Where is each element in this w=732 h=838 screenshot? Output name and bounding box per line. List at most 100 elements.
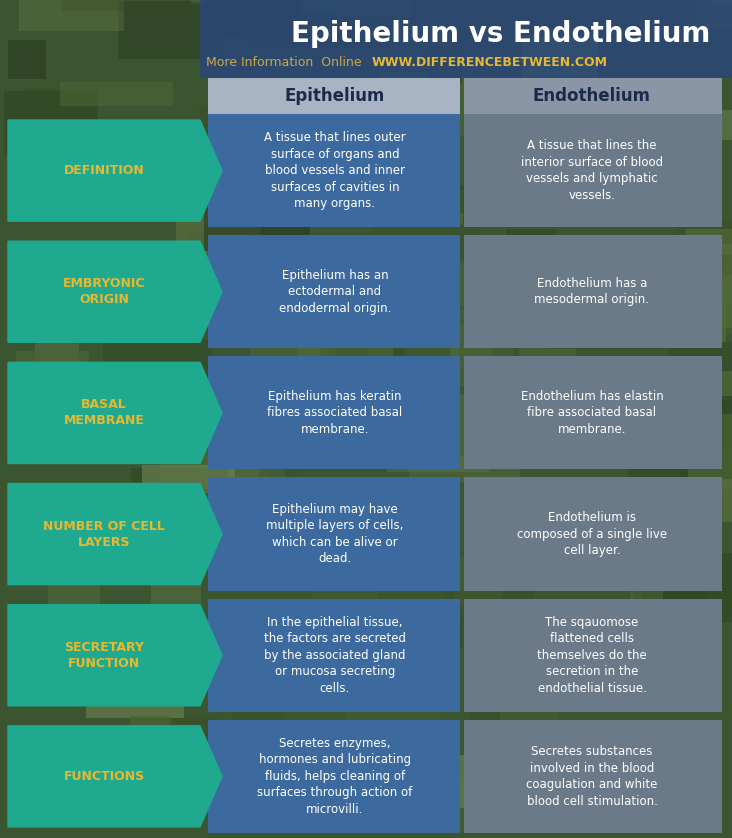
Text: SECRETARY
FUNCTION: SECRETARY FUNCTION	[64, 641, 144, 670]
FancyBboxPatch shape	[404, 323, 513, 368]
FancyBboxPatch shape	[60, 82, 173, 106]
FancyBboxPatch shape	[519, 329, 575, 375]
FancyBboxPatch shape	[653, 259, 732, 309]
FancyBboxPatch shape	[131, 468, 228, 531]
FancyBboxPatch shape	[208, 598, 460, 711]
FancyBboxPatch shape	[142, 465, 235, 494]
FancyBboxPatch shape	[274, 0, 370, 41]
FancyBboxPatch shape	[173, 718, 217, 753]
FancyBboxPatch shape	[296, 293, 393, 360]
Text: WWW.DIFFERENCEBETWEEN.COM: WWW.DIFFERENCEBETWEEN.COM	[372, 56, 608, 70]
FancyBboxPatch shape	[720, 386, 732, 447]
FancyBboxPatch shape	[408, 456, 520, 483]
FancyBboxPatch shape	[55, 661, 105, 699]
FancyBboxPatch shape	[344, 0, 410, 14]
FancyBboxPatch shape	[630, 590, 663, 628]
FancyBboxPatch shape	[195, 489, 248, 536]
FancyBboxPatch shape	[635, 244, 732, 305]
FancyBboxPatch shape	[198, 106, 261, 143]
FancyBboxPatch shape	[255, 364, 356, 407]
FancyBboxPatch shape	[634, 758, 666, 800]
FancyBboxPatch shape	[464, 356, 722, 469]
FancyBboxPatch shape	[4, 91, 97, 155]
FancyBboxPatch shape	[200, 0, 732, 78]
FancyBboxPatch shape	[354, 400, 391, 425]
Text: Epithelium has an
ectodermal and
endodermal origin.: Epithelium has an ectodermal and endoder…	[279, 269, 391, 315]
FancyBboxPatch shape	[522, 36, 598, 88]
FancyBboxPatch shape	[386, 394, 489, 473]
FancyBboxPatch shape	[710, 110, 732, 141]
Text: Epithelium has keratin
fibres associated basal
membrane.: Epithelium has keratin fibres associated…	[267, 390, 403, 436]
FancyBboxPatch shape	[227, 127, 318, 156]
FancyBboxPatch shape	[94, 535, 153, 561]
FancyBboxPatch shape	[464, 720, 722, 833]
FancyBboxPatch shape	[233, 701, 283, 746]
FancyBboxPatch shape	[695, 0, 732, 28]
Text: Endothelium has a
mesodermal origin.: Endothelium has a mesodermal origin.	[534, 277, 649, 307]
FancyBboxPatch shape	[160, 449, 269, 489]
FancyBboxPatch shape	[23, 254, 81, 305]
FancyBboxPatch shape	[208, 720, 460, 833]
FancyBboxPatch shape	[379, 72, 470, 136]
FancyBboxPatch shape	[721, 478, 732, 522]
FancyBboxPatch shape	[470, 694, 515, 768]
FancyBboxPatch shape	[464, 114, 722, 227]
FancyBboxPatch shape	[191, 0, 308, 3]
Text: Secretes enzymes,
hormones and lubricating
fluids, helps cleaning of
surfaces th: Secretes enzymes, hormones and lubricati…	[258, 737, 413, 816]
FancyBboxPatch shape	[391, 384, 456, 422]
FancyBboxPatch shape	[670, 442, 722, 468]
FancyBboxPatch shape	[208, 356, 460, 469]
FancyBboxPatch shape	[448, 780, 479, 832]
FancyBboxPatch shape	[62, 0, 126, 11]
FancyBboxPatch shape	[493, 140, 594, 208]
FancyBboxPatch shape	[422, 190, 463, 225]
Text: The sqauomose
flattened cells
themselves do the
secretion in the
endothelial tis: The sqauomose flattened cells themselves…	[537, 616, 647, 695]
Text: Endothelium is
composed of a single live
cell layer.: Endothelium is composed of a single live…	[517, 511, 667, 557]
FancyBboxPatch shape	[102, 339, 212, 404]
FancyBboxPatch shape	[16, 350, 89, 421]
FancyBboxPatch shape	[176, 195, 261, 266]
FancyBboxPatch shape	[382, 136, 432, 193]
Text: FUNCTIONS: FUNCTIONS	[64, 770, 144, 783]
FancyBboxPatch shape	[253, 255, 344, 307]
FancyBboxPatch shape	[177, 241, 276, 275]
FancyBboxPatch shape	[675, 741, 722, 764]
FancyBboxPatch shape	[554, 489, 606, 521]
FancyBboxPatch shape	[86, 661, 184, 718]
FancyBboxPatch shape	[423, 755, 496, 808]
FancyBboxPatch shape	[679, 401, 732, 479]
Text: Epithelium may have
multiple layers of cells,
which can be alive or
dead.: Epithelium may have multiple layers of c…	[266, 503, 403, 566]
FancyBboxPatch shape	[511, 100, 582, 171]
Text: A tissue that lines outer
surface of organs and
blood vessels and inner
surfaces: A tissue that lines outer surface of org…	[264, 131, 406, 210]
FancyBboxPatch shape	[336, 0, 411, 17]
FancyBboxPatch shape	[73, 425, 133, 453]
FancyBboxPatch shape	[553, 286, 646, 318]
FancyBboxPatch shape	[717, 275, 732, 328]
FancyBboxPatch shape	[685, 229, 732, 255]
Polygon shape	[8, 726, 222, 827]
FancyBboxPatch shape	[335, 338, 450, 380]
Text: More Information  Online: More Information Online	[206, 56, 370, 70]
Text: Endothelium: Endothelium	[533, 87, 651, 105]
FancyBboxPatch shape	[628, 413, 726, 478]
FancyBboxPatch shape	[191, 381, 283, 422]
FancyBboxPatch shape	[208, 114, 460, 227]
FancyBboxPatch shape	[632, 591, 708, 645]
FancyBboxPatch shape	[430, 186, 498, 214]
Text: A tissue that lines the
interior surface of blood
vessels and lymphatic
vessels.: A tissue that lines the interior surface…	[521, 139, 663, 202]
FancyBboxPatch shape	[272, 13, 390, 50]
FancyBboxPatch shape	[217, 654, 248, 700]
FancyBboxPatch shape	[259, 441, 299, 505]
FancyBboxPatch shape	[559, 114, 620, 162]
FancyBboxPatch shape	[152, 566, 201, 608]
FancyBboxPatch shape	[62, 285, 181, 338]
FancyBboxPatch shape	[613, 409, 681, 445]
Text: Epithelium: Epithelium	[285, 87, 385, 105]
FancyBboxPatch shape	[18, 0, 124, 31]
FancyBboxPatch shape	[523, 758, 589, 804]
FancyBboxPatch shape	[442, 309, 490, 385]
FancyBboxPatch shape	[190, 231, 247, 282]
FancyBboxPatch shape	[347, 492, 436, 541]
FancyBboxPatch shape	[223, 651, 301, 700]
FancyBboxPatch shape	[208, 235, 460, 349]
